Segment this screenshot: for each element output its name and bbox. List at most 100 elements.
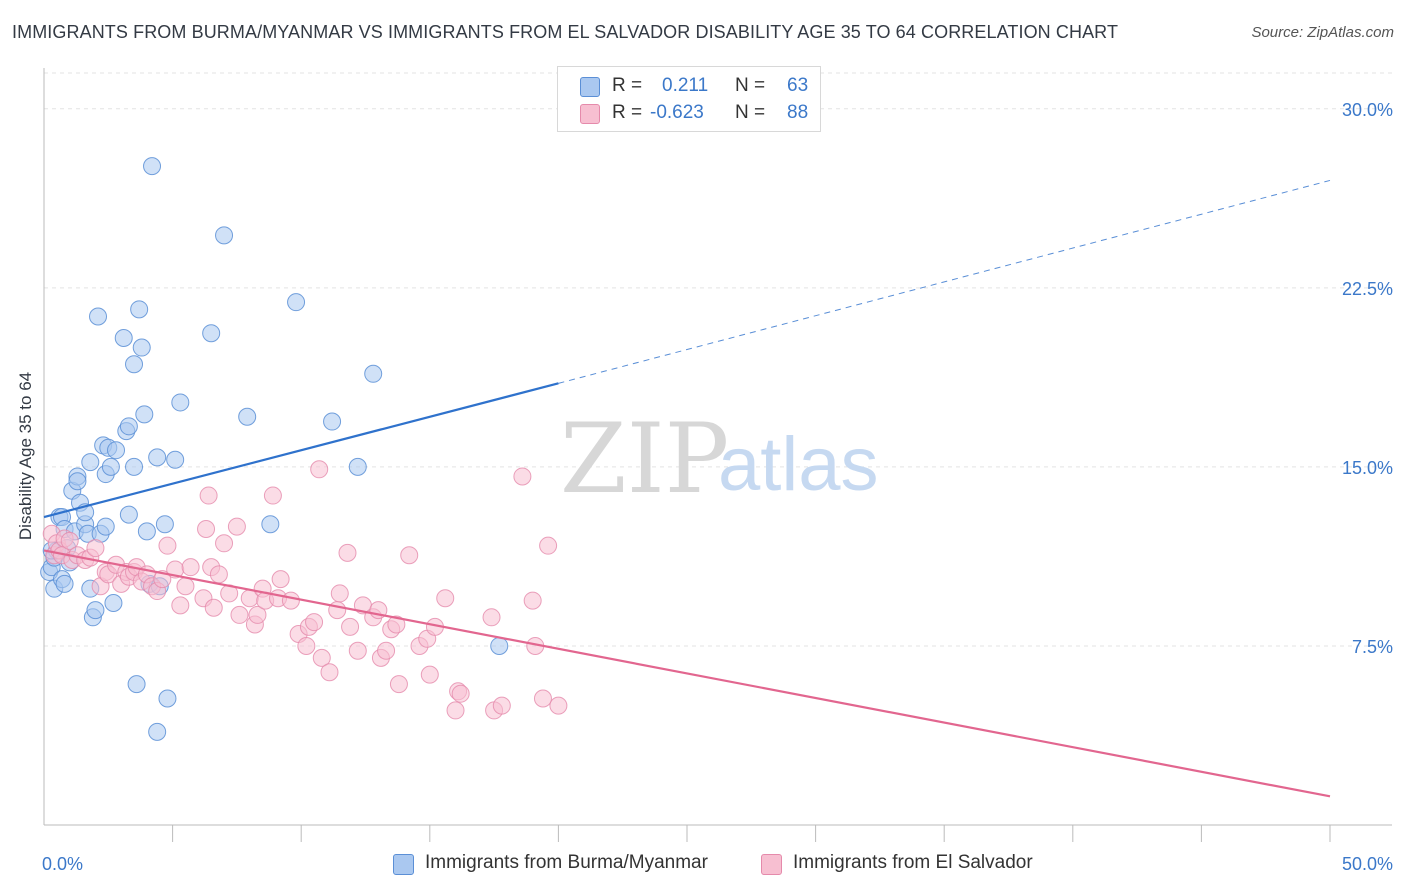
burma-point	[155, 515, 174, 534]
legend-r-label: R =	[612, 75, 643, 96]
salvador-point	[328, 601, 347, 620]
burma-point	[364, 364, 383, 383]
salvador-point	[271, 570, 290, 589]
burma-point	[137, 522, 156, 541]
tick-labels: 7.5% 15.0% 22.5% 30.0% 0.0% 50.0%	[42, 100, 1393, 874]
burma-point	[148, 448, 167, 467]
x-tick-label: 50.0%	[1342, 854, 1393, 874]
salvador-point	[513, 467, 532, 486]
burma-point	[104, 593, 123, 612]
salvador-point	[320, 663, 339, 682]
salvador-point	[60, 531, 79, 550]
burma-trend-extension	[558, 179, 1331, 384]
salvador-point	[446, 701, 465, 720]
burma-point	[135, 405, 154, 424]
burma-legend-icon	[393, 854, 414, 875]
burma-point	[261, 515, 280, 534]
burma-point	[215, 226, 234, 245]
salvador-point	[420, 665, 439, 684]
salvador-points	[42, 460, 568, 720]
salvador-point	[482, 608, 501, 627]
legend-n-label: N =	[735, 102, 766, 123]
burma-point	[107, 441, 126, 460]
salvador-point	[341, 617, 360, 636]
x-tick-label: 0.0%	[42, 854, 83, 874]
salvador-legend-icon	[761, 854, 782, 875]
salvador-point	[297, 636, 316, 655]
salvador-point	[400, 546, 419, 565]
burma-point	[96, 517, 115, 536]
salvador-point	[533, 689, 552, 708]
salvador-point	[197, 519, 216, 538]
legend-r-label: R =	[612, 102, 643, 123]
salvador-point	[204, 598, 223, 617]
salvador-point	[171, 596, 190, 615]
y-tick-label: 22.5%	[1342, 279, 1393, 299]
burma-point	[143, 157, 162, 176]
grid-lines	[44, 72, 1392, 647]
salvador-point	[451, 684, 470, 703]
burma-point	[158, 689, 177, 708]
y-tick-label: 7.5%	[1352, 637, 1393, 657]
y-tick-label: 30.0%	[1342, 100, 1393, 120]
salvador-point	[305, 613, 324, 632]
burma-point	[166, 450, 185, 469]
burma-trend-line	[43, 382, 559, 519]
salvador-point	[539, 536, 558, 555]
burma-point	[125, 457, 144, 476]
source-label: Source: ZipAtlas.com	[1251, 24, 1394, 41]
burma-point	[86, 601, 105, 620]
burma-point	[125, 355, 144, 374]
y-tick-label: 15.0%	[1342, 458, 1393, 478]
burma-points	[40, 157, 509, 741]
burma-point	[127, 675, 146, 694]
salvador-point	[227, 517, 246, 536]
salvador-point	[523, 591, 542, 610]
burma-point	[238, 407, 257, 426]
legend-n-value: 63	[787, 75, 809, 96]
legend-n-label: N =	[735, 75, 766, 96]
burma-point	[101, 457, 120, 476]
burma-point	[132, 338, 151, 357]
salvador-point	[199, 486, 218, 505]
salvador-point	[181, 558, 200, 577]
chart-title: IMMIGRANTS FROM BURMA/MYANMAR VS IMMIGRA…	[12, 22, 1119, 42]
stats-legend: R = 0.211 N = 63 R = -0.623 N = 88	[557, 66, 821, 132]
salvador-point	[312, 648, 331, 667]
burma-point	[119, 417, 138, 436]
burma-point	[348, 457, 367, 476]
salvador-point	[377, 641, 396, 660]
salvador-point	[338, 543, 357, 562]
salvador-point	[158, 536, 177, 555]
salvador-point	[310, 460, 329, 479]
salvador-point	[436, 589, 455, 608]
salvador-point	[176, 577, 195, 596]
trend-lines	[43, 179, 1331, 798]
burma-point	[55, 574, 74, 593]
salvador-point	[492, 696, 511, 715]
salvador-point	[281, 591, 300, 610]
burma-swatch-icon	[580, 77, 600, 97]
salvador-point	[389, 675, 408, 694]
burma-point	[323, 412, 342, 431]
burma-point	[287, 293, 306, 312]
salvador-point	[348, 641, 367, 660]
legend-r-value: -0.623	[650, 102, 704, 123]
salvador-point	[215, 534, 234, 553]
salvador-swatch-icon	[580, 104, 600, 124]
legend-label-salvador: Immigrants from El Salvador	[793, 852, 1033, 873]
legend-r-value: 0.211	[662, 75, 709, 96]
legend-n-value: 88	[787, 102, 809, 123]
burma-point	[81, 453, 100, 472]
watermark: ZIP atlas	[560, 403, 879, 515]
salvador-point	[263, 486, 282, 505]
watermark-zip: ZIP	[560, 403, 729, 515]
burma-point	[202, 324, 221, 343]
burma-point	[148, 722, 167, 741]
salvador-point	[330, 584, 349, 603]
burma-point	[490, 636, 509, 655]
burma-point	[130, 300, 149, 319]
salvador-point	[230, 605, 249, 624]
watermark-atlas: atlas	[718, 422, 879, 507]
